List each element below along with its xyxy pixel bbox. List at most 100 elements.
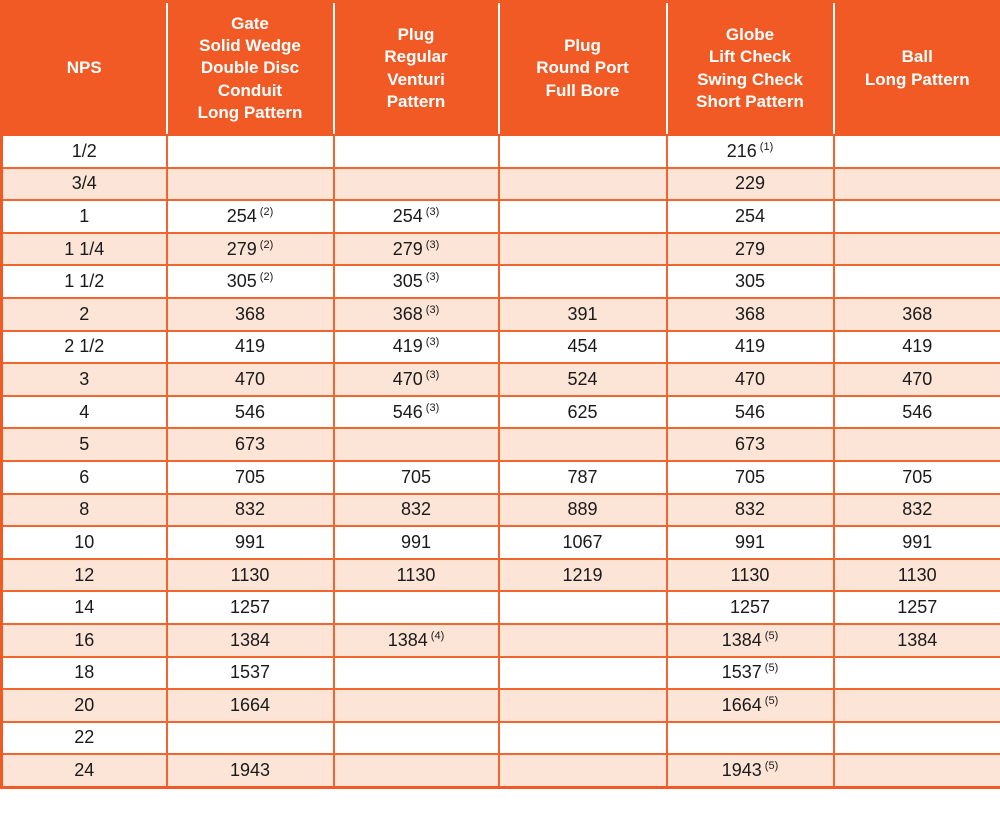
cell-value: 8	[79, 499, 90, 520]
cell-value: 22	[74, 727, 95, 748]
dimension-cell: 368 (3)	[332, 296, 500, 332]
cell-value: 470	[902, 368, 933, 389]
cell-footnote-ref: (3)	[425, 238, 440, 251]
dimension-cell: 279 (3)	[332, 231, 500, 267]
cell-value: 1130	[230, 564, 270, 585]
column-header-1: Gate Solid Wedge Double Disc Conduit Lon…	[165, 1, 334, 136]
nps-cell: 3/4	[0, 166, 168, 202]
nps-cell: 2 1/2	[0, 329, 168, 365]
cell-value: 991	[734, 531, 766, 552]
cell-footnote-ref: (3)	[425, 368, 440, 381]
dimension-cell: 1943	[165, 753, 335, 789]
dimension-cell	[165, 166, 335, 202]
nps-cell: 22	[0, 720, 168, 756]
cell-value: 524	[567, 368, 598, 389]
dimension-cell: 546	[665, 394, 835, 430]
cell-value: 419	[734, 336, 766, 357]
dimension-cell	[497, 134, 668, 169]
nps-cell: 1 1/4	[0, 231, 168, 267]
nps-cell: 18	[0, 655, 168, 691]
dimension-cell: 1130	[165, 557, 335, 593]
cell-value: 10	[74, 531, 95, 552]
table-row-nps-22: 22	[0, 720, 1000, 756]
cell-value: 991	[234, 531, 266, 552]
table-row-nps-3-4: 3/4 229	[0, 166, 1000, 202]
dimension-cell: 546	[165, 394, 335, 430]
table-row-nps-10: 10 991 991 1067 991 991	[0, 525, 1000, 560]
cell-value: 470	[734, 368, 766, 389]
cell-value: 705	[734, 466, 766, 487]
cell-footnote-ref: (3)	[425, 271, 440, 284]
nps-cell: 10	[0, 525, 168, 560]
cell-value: 470	[234, 368, 266, 389]
table-row-nps-12: 12 1130 1130 1219 1130 1130	[0, 557, 1000, 593]
dimension-cell	[497, 231, 668, 267]
dimension-cell: 673	[165, 427, 335, 462]
cell-value: 625	[567, 401, 598, 422]
dimension-cell: 705	[832, 459, 1000, 495]
nps-cell: 20	[0, 688, 168, 723]
cell-value: 991	[902, 531, 933, 552]
cell-value: 1943	[229, 760, 271, 781]
cell-value: 6	[79, 466, 90, 487]
dimension-cell: 1257	[665, 590, 835, 625]
cell-value: 368	[234, 303, 266, 324]
nps-cell: 14	[0, 590, 168, 625]
cell-footnote-ref: (4)	[430, 629, 445, 642]
cell-value: 470	[392, 368, 423, 389]
dimension-cell: 991	[665, 525, 835, 560]
dimension-cell: 524	[497, 362, 668, 397]
cell-footnote-ref: (1)	[759, 140, 774, 153]
cell-value: 1130	[897, 564, 937, 585]
dimension-cell	[497, 264, 668, 299]
cell-value: 1 1/4	[64, 238, 105, 259]
dimension-cell	[497, 199, 668, 234]
cell-value: 2 1/2	[64, 336, 105, 357]
cell-value: 1384	[387, 629, 428, 650]
cell-value: 705	[400, 466, 432, 487]
cell-value: 3/4	[71, 173, 97, 194]
dimension-cell: 419	[832, 329, 1000, 365]
dimension-cell	[165, 134, 335, 169]
cell-value: 20	[74, 694, 95, 715]
cell-value: 18	[74, 662, 95, 683]
nps-cell: 16	[0, 622, 168, 658]
cell-value: 305	[392, 271, 423, 292]
column-header-3: Plug Round Port Full Bore	[497, 1, 667, 136]
dimension-cell: 305 (2)	[165, 264, 335, 299]
cell-value: 305	[226, 271, 257, 292]
nps-cell: 8	[0, 492, 168, 528]
table-row-nps-5: 5 673 673	[0, 427, 1000, 462]
cell-value: 368	[392, 303, 423, 324]
dimension-cell: 991	[165, 525, 335, 560]
cell-value: 1384	[721, 629, 762, 650]
cell-footnote-ref: (3)	[425, 336, 440, 349]
dimension-cell	[497, 655, 668, 691]
cell-footnote-ref: (5)	[764, 760, 779, 773]
nps-cell: 3	[0, 362, 168, 397]
dimension-cell: 1257	[832, 590, 1000, 625]
table-header: NPS Gate Solid Wedge Double Disc Conduit …	[1, 1, 1000, 136]
dimension-cell: 305	[665, 264, 835, 299]
dimension-cell	[832, 688, 1000, 723]
cell-value: 1067	[562, 531, 603, 552]
cell-value: 1943	[721, 760, 762, 781]
table-row-nps-1-1-2: 1 1/2 305 (2) 305 (3) 305	[0, 264, 1000, 299]
cell-value: 1537	[229, 662, 271, 683]
table-row-nps-18: 18 1537 1537 (5)	[0, 655, 1000, 691]
dimension-cell: 991	[832, 525, 1000, 560]
dimension-cell: 1219	[497, 557, 668, 593]
cell-value: 673	[734, 434, 766, 455]
cell-value: 546	[392, 401, 423, 422]
cell-value: 832	[400, 499, 432, 520]
dimension-cell	[832, 753, 1000, 789]
table-row-nps-1-1-4: 1 1/4 279 (2) 279 (3) 279	[0, 231, 1000, 267]
cell-value: 16	[74, 629, 95, 650]
dimension-cell: 832	[165, 492, 335, 528]
cell-value: 419	[392, 336, 423, 357]
dimension-cell: 1130	[832, 557, 1000, 593]
dimension-cell: 1384	[832, 622, 1000, 658]
cell-footnote-ref: (2)	[259, 238, 274, 251]
dimension-cell: 254 (2)	[165, 199, 335, 234]
